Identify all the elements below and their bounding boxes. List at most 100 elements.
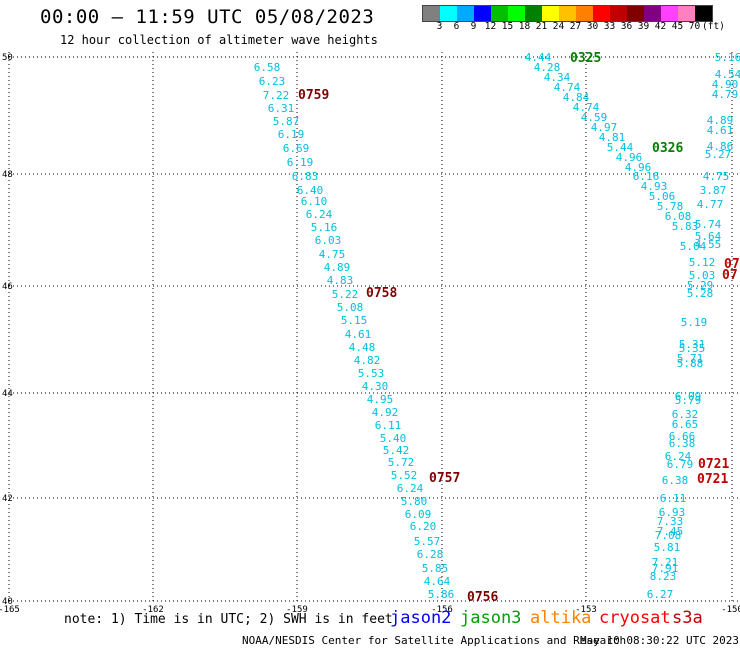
- wave-height-value: 5.52: [391, 469, 418, 482]
- wave-height-value: 8.23: [650, 570, 677, 583]
- pass-time-label: 0721: [698, 457, 729, 472]
- wave-height-value: 4.82: [354, 354, 381, 367]
- wave-height-value: 6.27: [647, 588, 674, 601]
- credit-text: NOAA/NESDIS Center for Satellite Applica…: [242, 634, 627, 647]
- legend-swatch: [576, 6, 593, 21]
- satellite-jason2-label: jason2: [390, 608, 452, 628]
- pass-time-label: 07: [722, 268, 738, 283]
- legend-swatch: [644, 6, 661, 21]
- satellite-cryosat-label: cryosat: [599, 608, 671, 628]
- wave-height-value: 5.03: [689, 269, 716, 282]
- wave-height-value: 6.19: [278, 128, 305, 141]
- wave-height-value: 6.66: [669, 430, 696, 443]
- wave-height-value: 4.61: [345, 328, 372, 341]
- wave-height-value: 5.27: [705, 148, 732, 161]
- wave-height-value: 5.80: [401, 495, 428, 508]
- wave-height-value: 5.06: [649, 190, 676, 203]
- legend-tick-label: 24: [552, 21, 565, 32]
- satellite-s3a-label: s3a: [672, 608, 703, 628]
- wave-height-value: 3.87: [700, 184, 727, 197]
- wave-height-value: 5.40: [380, 432, 407, 445]
- legend-tick-label: 45: [671, 21, 684, 32]
- wave-height-value: 5.16: [715, 51, 740, 64]
- legend-tick-label: 30: [586, 21, 599, 32]
- wave-height-value: 5.28: [687, 287, 714, 300]
- longitude-tick-label: -165: [0, 605, 20, 615]
- longitude-tick-label: -162: [142, 605, 164, 615]
- wave-height-value: 7.21: [652, 556, 679, 569]
- wave-height-value: 4.89: [324, 261, 351, 274]
- wave-height-value: 6.31: [268, 102, 295, 115]
- legend-tick-label: 6: [453, 21, 460, 32]
- wave-height-value: 6.40: [297, 184, 324, 197]
- wave-height-value: 6.24: [306, 208, 333, 221]
- pass-time-label: 0325: [570, 51, 601, 66]
- wave-height-value: 4.34: [544, 71, 571, 84]
- wave-height-value: 6.93: [659, 506, 686, 519]
- legend-swatch: [491, 6, 508, 21]
- latitude-tick-label: 40: [2, 597, 13, 607]
- legend-swatch: [542, 6, 559, 21]
- wave-height-value: 4.75: [319, 248, 346, 261]
- wave-height-value: 6.09: [675, 390, 702, 403]
- wave-height-value: 5.87: [273, 115, 300, 128]
- wave-height-value: 6.58: [254, 61, 281, 74]
- pass-time-label: 0756: [467, 590, 498, 605]
- wave-height-value: 5.57: [414, 535, 441, 548]
- wave-height-value: 6.38: [669, 437, 696, 450]
- legend-swatch: [559, 6, 576, 21]
- wave-height-value: 5.83: [672, 220, 699, 233]
- wave-height-value: 4.48: [349, 341, 376, 354]
- wave-height-value: 4.28: [534, 61, 561, 74]
- wave-height-value: 6.83: [292, 170, 319, 183]
- axis-tick-labels: -165 -162 -159 -156 -153 -150 50 48 46 44 42 40: [0, 53, 740, 615]
- legend-swatch: [525, 6, 542, 21]
- wave-height-value: 5.88: [677, 357, 704, 370]
- wave-height-value: 5.16: [311, 221, 338, 234]
- wave-height-value: 6.32: [672, 408, 699, 421]
- color-scale-legend: [422, 5, 713, 22]
- latitude-tick-label: 46: [2, 282, 13, 292]
- wave-height-value: 5.12: [689, 256, 716, 269]
- wave-height-value: 5.42: [383, 444, 410, 457]
- latitude-tick-label: 44: [2, 389, 13, 399]
- wave-height-value: 6.28: [417, 548, 444, 561]
- legend-swatch: [661, 6, 678, 21]
- wave-height-value: 7.91: [652, 562, 679, 575]
- chart-title: 00:00 – 11:59 UTC 05/08/2023: [40, 6, 375, 28]
- wave-height-value: 4.95: [367, 393, 394, 406]
- wave-height-value: 6.11: [375, 419, 402, 432]
- legend-tick-label: 33: [603, 21, 616, 32]
- wave-height-value: 7.45: [657, 525, 684, 538]
- wave-height-value: 4.64: [424, 575, 451, 588]
- pass-time-label: 0326: [652, 141, 683, 156]
- generated-timestamp: May 10 08:30:22 UTC 2023: [580, 634, 739, 647]
- chart-subtitle: 12 hour collection of altimeter wave hei…: [60, 33, 378, 47]
- legend-tick-label: 15: [501, 21, 514, 32]
- wave-height-value: 4.79: [712, 88, 739, 101]
- wave-height-value: 5.04: [680, 240, 707, 253]
- pass-time-label: 0758: [366, 286, 397, 301]
- legend-tick-label: 70: [688, 21, 701, 32]
- wave-height-value: 5.72: [388, 456, 415, 469]
- wave-height-value: 5.81: [654, 541, 681, 554]
- legend-unit-label: (ft): [702, 21, 725, 32]
- wave-height-value: 4.44: [525, 51, 552, 64]
- legend-tick-label: 21: [535, 21, 548, 32]
- wave-height-value: 4.54: [715, 68, 740, 81]
- legend-tick-label: 42: [654, 21, 667, 32]
- wave-height-value: 6.24: [665, 450, 692, 463]
- wave-height-value: 6.09: [405, 508, 432, 521]
- latitude-tick-label: 50: [2, 53, 13, 63]
- wave-height-value: 6.79: [667, 458, 694, 471]
- legend-swatch: [627, 6, 644, 21]
- lat-lon-grid: [8, 52, 738, 602]
- legend-swatch: [593, 6, 610, 21]
- legend-tick-label: 39: [637, 21, 650, 32]
- wave-height-value: 6.03: [315, 234, 342, 247]
- wave-height-value: 4.86: [707, 140, 734, 153]
- latitude-tick-label: 48: [2, 170, 13, 180]
- wave-height-value: 4.75: [703, 170, 730, 183]
- longitude-tick-label: -153: [575, 605, 597, 615]
- wave-height-value: 4.93: [641, 180, 668, 193]
